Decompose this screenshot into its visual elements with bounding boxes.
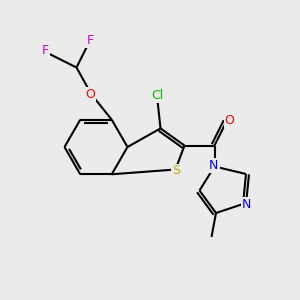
Text: F: F — [41, 44, 49, 58]
Text: F: F — [86, 34, 94, 47]
Text: S: S — [172, 164, 180, 178]
Text: N: N — [242, 197, 251, 211]
Text: O: O — [85, 88, 95, 101]
Text: N: N — [209, 159, 219, 172]
Text: Cl: Cl — [152, 89, 164, 103]
Text: O: O — [225, 113, 234, 127]
